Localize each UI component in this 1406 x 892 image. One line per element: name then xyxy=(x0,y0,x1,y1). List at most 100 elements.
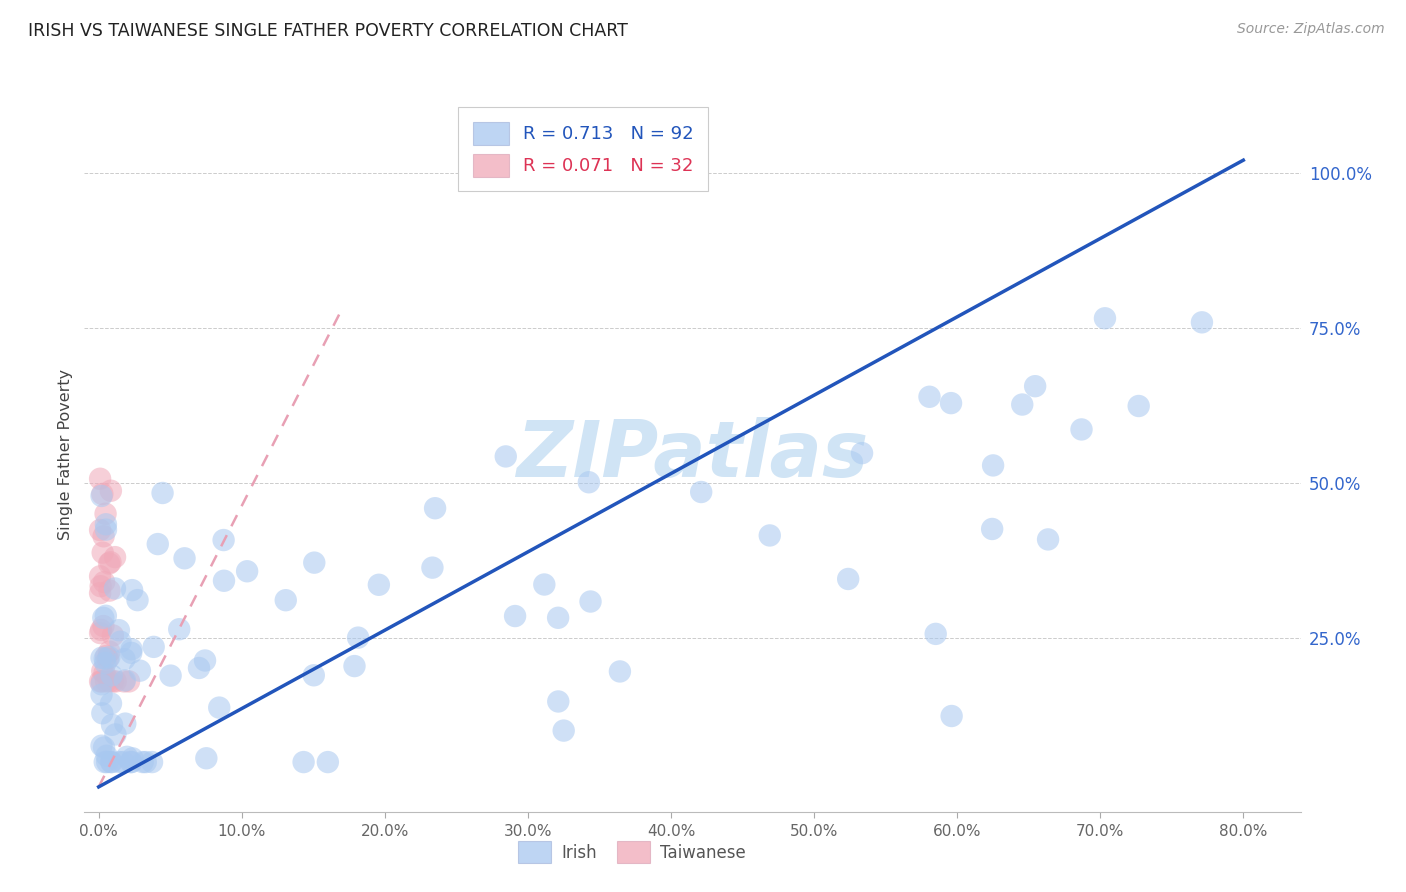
Point xyxy=(114,652,136,666)
Point xyxy=(90,739,112,753)
Point xyxy=(94,507,117,521)
Point xyxy=(121,583,143,598)
Point xyxy=(142,640,165,654)
Point xyxy=(89,472,111,486)
Point xyxy=(939,396,962,410)
Point xyxy=(93,651,115,665)
Point xyxy=(302,668,325,682)
Point xyxy=(578,475,600,490)
Point xyxy=(343,659,366,673)
Point xyxy=(851,446,873,460)
Point xyxy=(96,649,118,664)
Point xyxy=(115,749,138,764)
Point xyxy=(1128,399,1150,413)
Point xyxy=(98,557,121,571)
Point xyxy=(1011,398,1033,412)
Point xyxy=(188,661,211,675)
Point xyxy=(1070,422,1092,436)
Point xyxy=(112,755,135,769)
Point xyxy=(104,727,127,741)
Point xyxy=(194,653,217,667)
Point xyxy=(90,623,112,637)
Point xyxy=(101,628,124,642)
Point xyxy=(212,574,235,588)
Point xyxy=(94,523,117,537)
Point xyxy=(93,740,115,755)
Point xyxy=(159,668,181,682)
Point xyxy=(114,673,136,688)
Point xyxy=(93,619,115,633)
Point xyxy=(495,450,517,464)
Point xyxy=(1094,311,1116,326)
Point xyxy=(503,609,526,624)
Point xyxy=(579,594,602,608)
Point xyxy=(89,626,111,640)
Point xyxy=(114,716,136,731)
Point xyxy=(89,586,111,600)
Point xyxy=(108,755,131,769)
Point xyxy=(100,668,122,682)
Point xyxy=(112,674,135,689)
Point xyxy=(941,709,963,723)
Point xyxy=(121,751,143,765)
Point xyxy=(367,578,389,592)
Point xyxy=(981,522,1004,536)
Legend: Irish, Taiwanese: Irish, Taiwanese xyxy=(509,833,754,871)
Point xyxy=(94,608,117,623)
Point xyxy=(127,593,149,607)
Point xyxy=(94,656,117,670)
Point xyxy=(533,577,555,591)
Point xyxy=(100,555,122,569)
Point xyxy=(212,533,235,547)
Y-axis label: Single Father Poverty: Single Father Poverty xyxy=(58,369,73,541)
Point xyxy=(236,564,259,578)
Point xyxy=(1024,379,1046,393)
Point xyxy=(173,551,195,566)
Point xyxy=(94,517,117,532)
Point xyxy=(195,751,218,765)
Point xyxy=(90,688,112,702)
Point xyxy=(100,755,122,769)
Point xyxy=(981,458,1004,473)
Point xyxy=(89,523,111,537)
Point xyxy=(108,623,131,637)
Point xyxy=(90,674,112,689)
Point xyxy=(347,631,370,645)
Point xyxy=(316,755,339,769)
Point xyxy=(167,622,190,636)
Point xyxy=(422,560,444,574)
Point xyxy=(120,646,142,660)
Point xyxy=(758,528,780,542)
Point xyxy=(98,645,121,659)
Point xyxy=(94,674,117,689)
Point xyxy=(97,651,120,665)
Point xyxy=(547,611,569,625)
Point xyxy=(146,537,169,551)
Text: ZIPatlas: ZIPatlas xyxy=(516,417,869,493)
Point xyxy=(423,501,446,516)
Point xyxy=(553,723,575,738)
Point xyxy=(101,674,124,689)
Text: Source: ZipAtlas.com: Source: ZipAtlas.com xyxy=(1237,22,1385,37)
Point xyxy=(89,569,111,583)
Point xyxy=(141,755,163,769)
Point xyxy=(90,489,112,503)
Point xyxy=(129,664,152,678)
Point xyxy=(837,572,859,586)
Point xyxy=(91,664,114,678)
Point xyxy=(90,650,112,665)
Point xyxy=(120,755,142,769)
Point xyxy=(609,665,631,679)
Point xyxy=(98,583,121,598)
Point xyxy=(89,674,111,689)
Point xyxy=(135,755,157,769)
Point xyxy=(690,485,713,500)
Point xyxy=(121,642,143,657)
Point xyxy=(93,755,115,769)
Point xyxy=(304,556,326,570)
Point xyxy=(118,674,141,689)
Point xyxy=(96,748,118,763)
Point xyxy=(152,486,174,500)
Point xyxy=(91,546,114,560)
Point xyxy=(100,697,122,711)
